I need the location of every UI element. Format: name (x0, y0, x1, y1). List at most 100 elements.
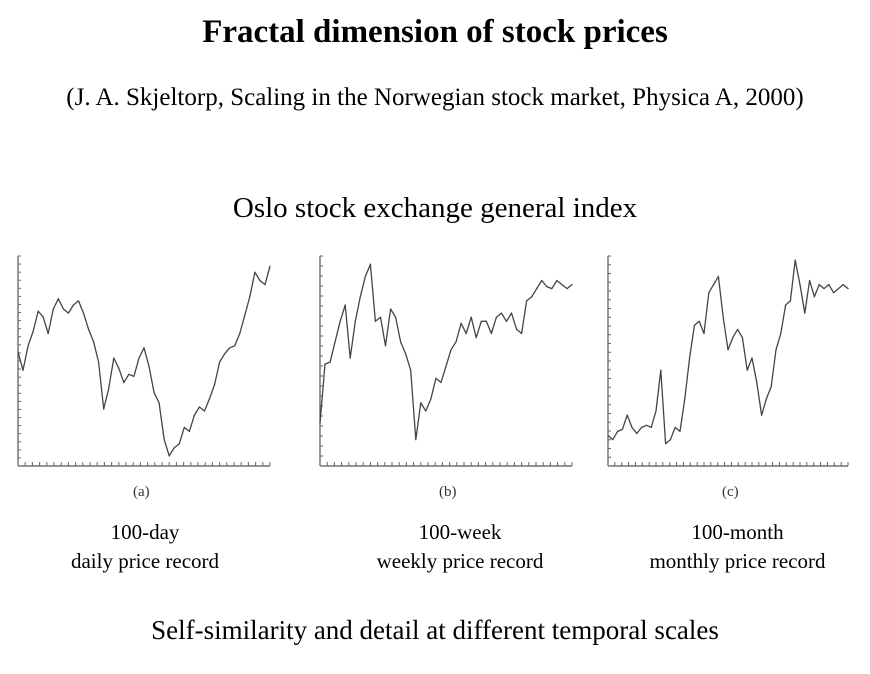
data-point (118, 367, 120, 369)
data-point (833, 292, 835, 294)
data-point (395, 316, 397, 318)
slide-title: Fractal dimension of stock prices (202, 14, 668, 50)
data-point (684, 398, 686, 400)
caption-a-line2: daily price record (70, 549, 220, 573)
data-point (693, 324, 695, 326)
caption-c: 100-month monthly price record (625, 518, 850, 576)
data-point (234, 345, 236, 347)
data-point (828, 284, 830, 286)
data-point (521, 332, 523, 335)
data-point (420, 402, 422, 404)
data-point (32, 330, 34, 333)
data-point (178, 443, 180, 445)
data-point (108, 388, 110, 390)
data-point (813, 296, 815, 298)
data-point (42, 316, 44, 318)
data-point (369, 263, 371, 265)
caption-c-line1: 100-month (691, 520, 784, 544)
data-point (541, 279, 543, 282)
data-point (804, 312, 806, 314)
data-point (480, 320, 482, 322)
data-point (224, 353, 226, 355)
data-point (727, 349, 729, 351)
data-point (770, 386, 772, 388)
data-point (440, 381, 442, 384)
data-point (329, 361, 331, 363)
data-point (425, 410, 427, 412)
data-point (400, 341, 402, 343)
data-point (193, 414, 195, 416)
data-point (556, 279, 558, 282)
caption-a: 100-day daily price record (40, 518, 250, 576)
citation: (J. A. Skjeltorp, Scaling in the Norwegi… (66, 84, 804, 111)
data-point (158, 402, 160, 404)
caption-b: 100-week weekly price record (345, 518, 575, 576)
data-point (775, 349, 777, 351)
data-point (259, 279, 261, 282)
data-point (47, 332, 49, 335)
data-point (612, 439, 614, 441)
data-point (128, 373, 130, 375)
data-point (82, 312, 85, 314)
data-point (344, 304, 346, 306)
data-point (339, 320, 341, 322)
chart-c (607, 255, 849, 467)
data-point (88, 328, 90, 330)
data-point (67, 312, 69, 314)
data-point (566, 288, 568, 290)
data-point (173, 447, 175, 449)
data-point (229, 347, 231, 349)
data-point (148, 365, 150, 367)
chart-group-title: Oslo stock exchange general index (232, 192, 638, 224)
data-point (324, 363, 326, 365)
data-point (27, 345, 29, 347)
footer-caption: Self-similarity and detail at different … (151, 615, 719, 645)
data-point (430, 398, 432, 400)
data-point (674, 426, 676, 428)
caption-b-line1: 100-week (418, 520, 502, 544)
data-point (475, 337, 477, 339)
data-point (789, 300, 791, 302)
data-point (708, 292, 710, 294)
data-point (269, 265, 271, 267)
data-point (133, 375, 135, 377)
data-point (98, 361, 100, 363)
data-point (617, 430, 619, 432)
data-point (765, 398, 767, 400)
data-point (689, 357, 691, 359)
data-point (526, 300, 528, 302)
caption-c-line2: monthly price record (649, 549, 826, 573)
data-point (57, 298, 59, 300)
data-point (713, 284, 715, 286)
data-point (571, 284, 573, 286)
data-point (254, 271, 256, 273)
data-point (103, 408, 105, 410)
chart-panel-c: (c) (600, 250, 850, 500)
data-point (741, 337, 743, 339)
data-point (465, 332, 467, 335)
data-point (536, 288, 538, 290)
data-point (123, 381, 125, 384)
data-point (665, 443, 667, 445)
chart-a (17, 255, 271, 467)
data-point (621, 428, 623, 430)
data-point (379, 316, 382, 318)
data-point (546, 286, 548, 288)
data-point (660, 369, 662, 371)
data-point (163, 439, 165, 441)
data-point (809, 279, 811, 282)
data-point (450, 349, 452, 351)
data-point (410, 369, 412, 371)
data-point (737, 328, 739, 330)
data-point (77, 300, 80, 302)
data-point (384, 345, 387, 347)
data-point (500, 312, 502, 314)
data-point (354, 320, 356, 322)
data-point (761, 414, 763, 416)
data-point (244, 314, 246, 316)
data-point (72, 304, 74, 306)
data-point (455, 341, 457, 343)
data-point (239, 332, 241, 335)
data-point (208, 398, 211, 400)
price-series-line (319, 263, 573, 441)
